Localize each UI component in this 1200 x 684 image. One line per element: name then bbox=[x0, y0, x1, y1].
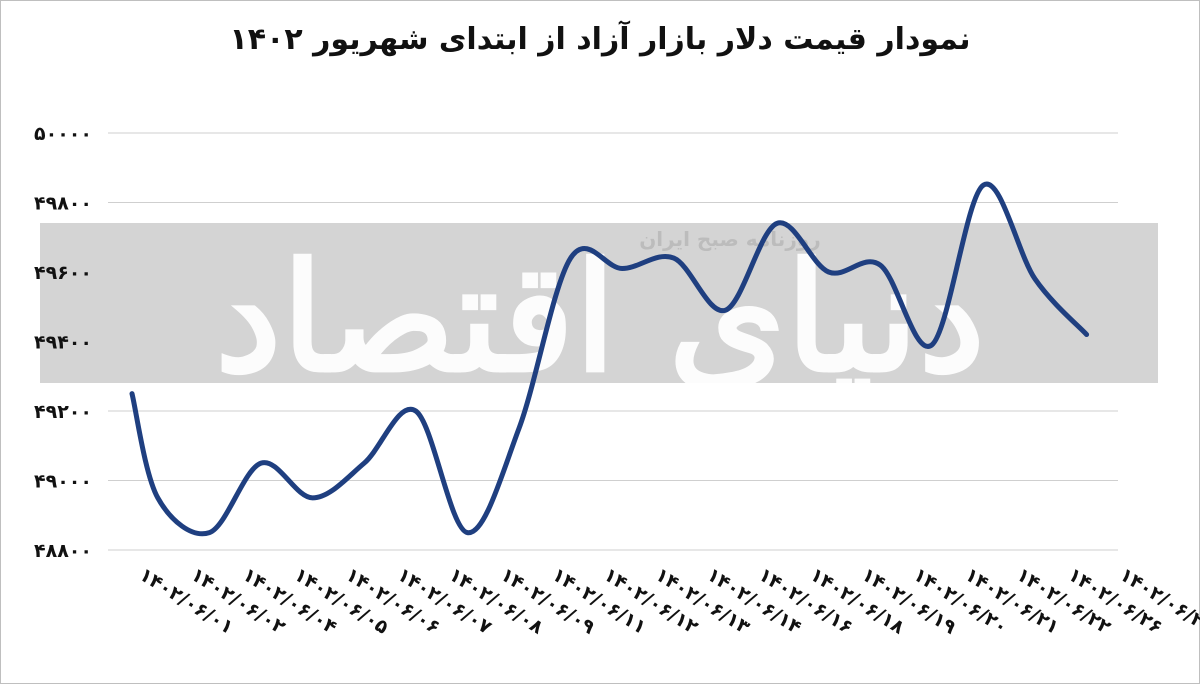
chart-title: نمودار قیمت دلار بازار آزاد از ابتدای شه… bbox=[229, 22, 971, 57]
y-tick-label: ۴۹۴۰۰ bbox=[34, 332, 92, 354]
y-tick-label: ۴۹۰۰۰ bbox=[34, 471, 92, 493]
y-tick-label: ۴۹۲۰۰ bbox=[34, 401, 92, 423]
y-tick-label: ۴۹۶۰۰ bbox=[34, 262, 92, 284]
watermark-logo: دنیای اقتصاد bbox=[215, 230, 985, 406]
y-tick-label: ۵۰۰۰۰ bbox=[34, 123, 92, 145]
y-axis-ticks: ۴۸۸۰۰ ۴۹۰۰۰ ۴۹۲۰۰ ۴۹۴۰۰ ۴۹۶۰۰ ۴۹۸۰۰ ۵۰۰۰۰ bbox=[34, 123, 92, 562]
watermark-band bbox=[40, 223, 1158, 383]
y-tick-label: ۴۸۸۰۰ bbox=[34, 540, 92, 562]
series-line bbox=[129, 181, 1090, 537]
y-tick-label: ۴۹۸۰۰ bbox=[34, 193, 92, 215]
x-axis-ticks: ۱۴۰۲/۰۶/۰۱۱۴۰۲/۰۶/۰۲۱۴۰۲/۰۶/۰۴۱۴۰۲/۰۶/۰۵… bbox=[135, 564, 1200, 639]
